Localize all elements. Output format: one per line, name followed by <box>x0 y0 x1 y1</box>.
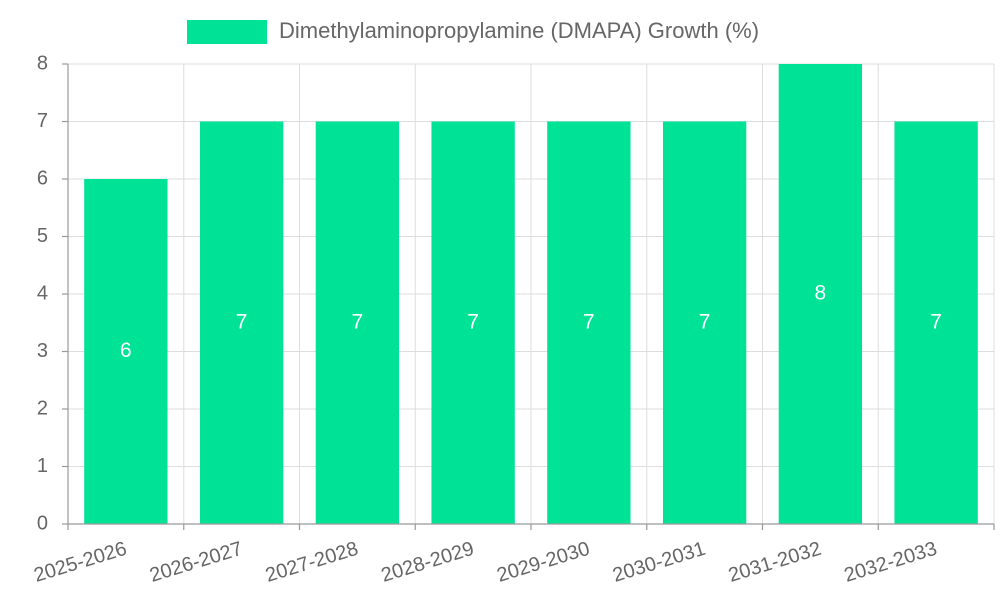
bar <box>315 121 400 524</box>
data-label: 7 <box>583 310 595 333</box>
data-labels: 6 7 7 7 7 7 8 7 <box>120 282 942 363</box>
y-tick-label: 6 <box>37 167 48 189</box>
data-label: 6 <box>120 339 132 362</box>
x-axis-ticks: 2025-2026 2026-2027 2027-2028 2028-2029 2029… <box>31 538 939 587</box>
y-tick-label: 4 <box>37 282 48 304</box>
y-tick-label: 5 <box>37 225 48 247</box>
x-tick-label: 2030-2031 <box>610 538 708 587</box>
bar <box>199 121 284 524</box>
x-tick-label: 2032-2033 <box>842 538 940 587</box>
data-label: 7 <box>467 310 479 333</box>
bar <box>778 64 863 524</box>
bar <box>547 121 631 524</box>
y-axis-ticks: 0 1 2 3 4 5 6 7 8 <box>37 52 48 534</box>
y-tick-label: 8 <box>37 52 48 74</box>
data-label: 8 <box>815 282 827 305</box>
x-tick-label: 2025-2026 <box>31 538 129 587</box>
chart-legend[interactable]: Dimethylaminopropylamine (DMAPA) Growth … <box>187 18 759 44</box>
y-tick-label: 7 <box>37 110 48 132</box>
y-tick-label: 1 <box>37 455 48 477</box>
x-tick-label: 2027-2028 <box>263 538 361 587</box>
x-tick-label: 2026-2027 <box>147 538 245 587</box>
bar <box>431 121 515 524</box>
data-label: 7 <box>699 310 711 333</box>
legend-swatch <box>187 20 267 44</box>
bar <box>662 121 747 524</box>
x-tick-label: 2028-2029 <box>379 538 477 587</box>
y-tick-label: 2 <box>37 397 48 419</box>
data-label: 7 <box>930 310 942 333</box>
axes <box>62 63 995 530</box>
bar <box>84 179 168 524</box>
data-label: 7 <box>236 310 248 333</box>
bar <box>894 121 978 524</box>
data-label: 7 <box>352 310 364 333</box>
y-tick-label: 0 <box>37 512 48 534</box>
legend-label: Dimethylaminopropylamine (DMAPA) Growth … <box>279 18 759 43</box>
bar-series <box>84 64 978 524</box>
x-tick-label: 2029-2030 <box>494 538 592 587</box>
x-tick-label: 2031-2032 <box>726 538 824 587</box>
y-tick-label: 3 <box>37 340 48 362</box>
